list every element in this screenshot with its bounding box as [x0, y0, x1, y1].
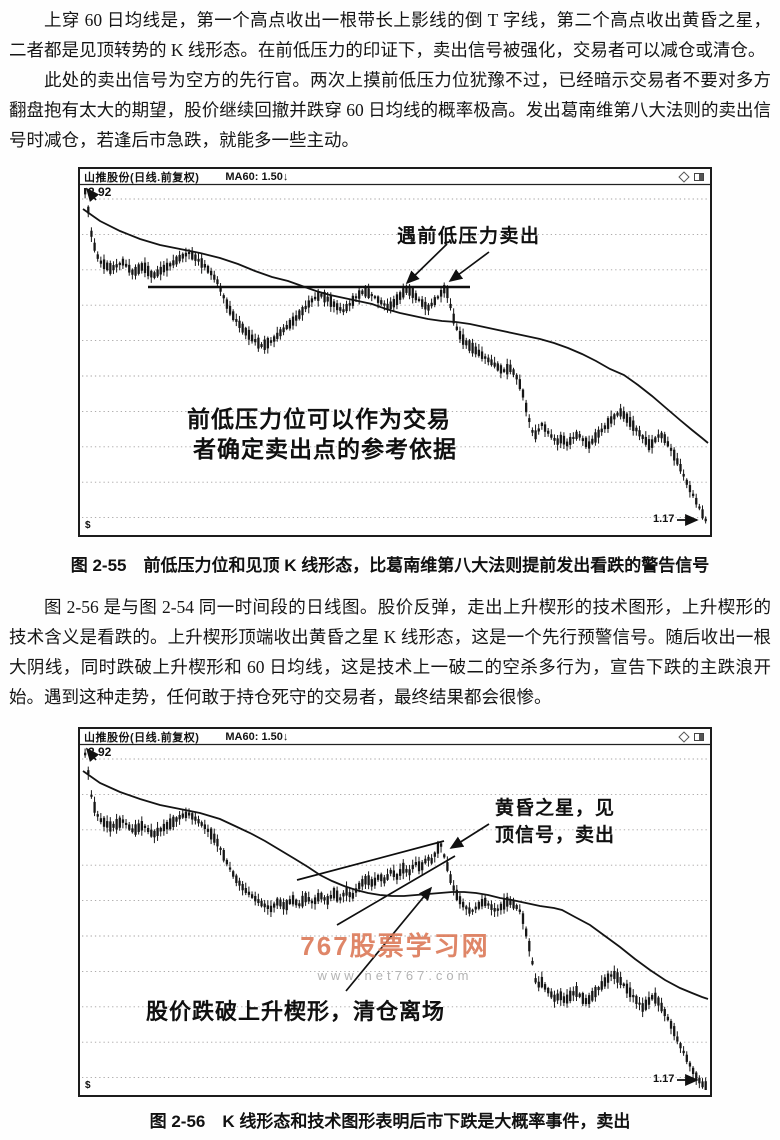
- chart-annotation-label: 前低压力位可以作为交易: [187, 406, 451, 432]
- body-paragraph-1: 上穿 60 日均线是，第一个高点收出一根带长上影线的倒 T 字线，第二个高点收出…: [9, 10, 771, 60]
- chart-annotations-56: 2.92 黄昏之星，见 顶信号，卖出股价跌破上升楔形，清仓离场 1.17 $: [80, 729, 710, 1095]
- ma60-line: [82, 208, 709, 444]
- chart-annotation-label: 2.92: [88, 185, 112, 199]
- body-paragraph-2: 此处的卖出信号为空方的先行官。两次上摸前低压力位犹豫不过，已经暗示交易者不要对多…: [9, 70, 771, 150]
- candlestick-plot-55: [80, 183, 710, 526]
- watermark: 767股票学习网 www.net767.com: [248, 926, 542, 983]
- ma-indicator-label: MA60: 1.50↓: [225, 170, 289, 183]
- header-icons: [678, 730, 704, 743]
- chart-header: 山推股份(日线.前复权) MA60: 1.50↓: [80, 729, 710, 744]
- gridlines: [82, 198, 708, 519]
- ma-indicator-label: MA60: 1.50↓: [225, 730, 289, 743]
- chart-annotation-label: $: [85, 520, 91, 531]
- watermark-title: 767股票学习网: [300, 931, 490, 961]
- chart-annotation-label: 1.17: [653, 513, 675, 525]
- chart-annotation-label: 遇前低压力卖出: [397, 226, 541, 247]
- stock-title: 山推股份(日线.前复权): [84, 171, 200, 184]
- header-icons: [678, 170, 704, 183]
- chart-annotation-label: $: [85, 1080, 91, 1091]
- chart-annotation-label: 2.92: [88, 745, 112, 759]
- body-paragraph-3: 图 2-56 是与图 2-54 同一时间段的日线图。股价反弹，走出上升楔形的技术…: [9, 597, 771, 707]
- figure-2-56-chart: 山推股份(日线.前复权) MA60: 1.50↓ 767股票学习网 www.ne…: [78, 727, 712, 1097]
- chart-annotation-label: 黄昏之星，见: [495, 798, 616, 819]
- candles: [84, 748, 707, 1090]
- figure-2-55-chart: 山推股份(日线.前复权) MA60: 1.50↓ 2.92 遇前低压力卖出前低压力…: [78, 167, 712, 537]
- window-icon: [694, 732, 704, 741]
- figure-2-55-caption: 图 2-55 前低压力位和见顶 K 线形态，比葛南维第八大法则提前发出看跌的警告…: [70, 556, 710, 575]
- chart-annotation-label: 者确定卖出点的参考依据: [193, 436, 457, 462]
- window-icon: [694, 172, 704, 181]
- diamond-icon: [678, 730, 690, 743]
- chart-annotations-55: 2.92 遇前低压力卖出前低压力位可以作为交易者确定卖出点的参考依据 1.17 $: [80, 169, 710, 535]
- chart-annotation-label: 股价跌破上升楔形，清仓离场: [146, 999, 446, 1024]
- chart-header: 山推股份(日线.前复权) MA60: 1.50↓: [80, 169, 710, 184]
- watermark-url: www.net767.com: [317, 968, 473, 983]
- candlestick-plot-56: [80, 743, 710, 1090]
- figure-2-56-caption: 图 2-56 K 线形态和技术图形表明后市下跌是大概率事件，卖出: [149, 1112, 631, 1131]
- diamond-icon: [678, 170, 690, 183]
- chart-annotation-label: 1.17: [653, 1073, 675, 1085]
- gridlines: [82, 758, 708, 1079]
- chart-annotation-label: 顶信号，卖出: [495, 825, 616, 846]
- stock-title: 山推股份(日线.前复权): [84, 731, 200, 744]
